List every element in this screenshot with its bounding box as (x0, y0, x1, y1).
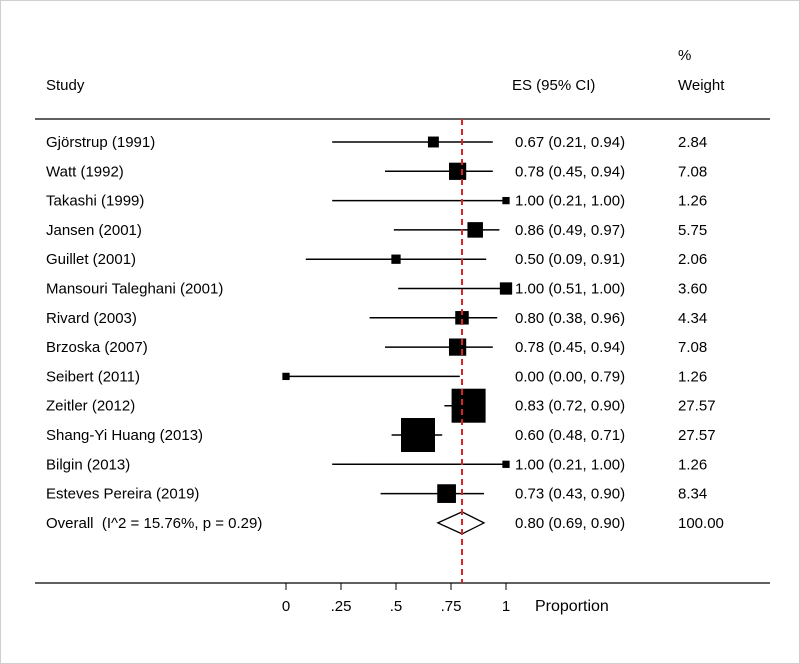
effect-size-marker (427, 136, 439, 148)
study-row: Zeitler (2012) 0.83 (0.72, 0.90) 27.57 (46, 388, 716, 423)
es-ci-value: 0.80 (0.38, 0.96) (515, 310, 625, 327)
es-ci-value: 0.50 (0.09, 0.91) (515, 251, 625, 268)
effect-size-marker (282, 372, 290, 381)
effect-size-marker (455, 311, 469, 325)
weight-value: 2.06 (678, 251, 707, 268)
x-axis: 0 .25 .5 .75 1 (282, 583, 510, 615)
weight-value: 27.57 (678, 398, 716, 415)
weight-value: 3.60 (678, 281, 707, 298)
weight-value: 4.34 (678, 310, 707, 327)
weight-value: 8.34 (678, 486, 707, 503)
study-row: Takashi (1999) 1.00 (0.21, 1.00) 1.26 (46, 193, 707, 210)
effect-size-marker (448, 338, 467, 356)
x-tick-label: 0 (282, 598, 290, 615)
es-ci-value: 0.83 (0.72, 0.90) (515, 398, 625, 415)
study-label: Guillet (2001) (46, 251, 136, 268)
weight-value: 1.26 (678, 456, 707, 473)
es-ci-value: 1.00 (0.21, 1.00) (515, 456, 625, 473)
effect-size-marker (451, 388, 486, 423)
study-row: Gjörstrup (1991) 0.67 (0.21, 0.94) 2.84 (46, 134, 707, 151)
weight-value: 1.26 (678, 368, 707, 385)
effect-size-marker (448, 162, 467, 180)
study-row: Mansouri Taleghani (2001) 1.00 (0.51, 1.0… (46, 281, 707, 298)
es-ci-value: 0.60 (0.48, 0.71) (515, 427, 625, 444)
x-tick-label: 1 (502, 598, 510, 615)
study-label: Gjörstrup (1991) (46, 134, 155, 151)
study-row: Jansen (2001) 0.86 (0.49, 0.97) 5.75 (46, 222, 707, 239)
effect-size-marker (499, 282, 513, 295)
study-row: Guillet (2001) 0.50 (0.09, 0.91) 2.06 (46, 251, 707, 268)
header-weight-line1: % (678, 47, 691, 64)
weight-value: 1.26 (678, 193, 707, 210)
study-row: Rivard (2003) 0.80 (0.38, 0.96) 4.34 (46, 310, 707, 327)
es-ci-value: 0.73 (0.43, 0.90) (515, 486, 625, 503)
study-label: Shang-Yi Huang (2013) (46, 427, 203, 444)
study-label: Watt (1992) (46, 163, 124, 180)
weight-value: 2.84 (678, 134, 707, 151)
header-es: ES (95% CI) (512, 77, 595, 94)
study-label: Zeitler (2012) (46, 398, 135, 415)
weight-value: 7.08 (678, 163, 707, 180)
study-row: Brzoska (2007) 0.78 (0.45, 0.94) 7.08 (46, 338, 707, 356)
es-ci-value: 0.78 (0.45, 0.94) (515, 339, 625, 356)
study-label: Esteves Pereira (2019) (46, 486, 199, 503)
study-label: Takashi (1999) (46, 193, 144, 210)
x-axis-label: Proportion (535, 598, 609, 615)
weight-value: 5.75 (678, 222, 707, 239)
overall-label: Overall (I^2 = 15.76%, p = 0.29) (46, 515, 262, 532)
effect-size-marker (467, 222, 483, 238)
x-tick-label: .25 (331, 598, 352, 615)
weight-value: 27.57 (678, 427, 716, 444)
overall-es-ci-value: 0.80 (0.69, 0.90) (515, 515, 625, 532)
study-label: Jansen (2001) (46, 222, 142, 239)
study-label: Brzoska (2007) (46, 339, 148, 356)
effect-size-marker (401, 418, 435, 452)
study-row: Watt (1992) 0.78 (0.45, 0.94) 7.08 (46, 162, 707, 180)
effect-size-marker (437, 484, 456, 503)
study-label: Seibert (2011) (46, 368, 140, 385)
es-ci-value: 0.78 (0.45, 0.94) (515, 163, 625, 180)
overall-diamond (436, 511, 486, 535)
overall-row: Overall (I^2 = 15.76%, p = 0.29) 0.80 (0.… (46, 511, 724, 535)
study-label: Rivard (2003) (46, 310, 137, 327)
es-ci-value: 1.00 (0.51, 1.00) (515, 281, 625, 298)
study-row: Shang-Yi Huang (2013) 0.60 (0.48, 0.71) 27… (46, 418, 716, 452)
es-ci-value: 0.86 (0.49, 0.97) (515, 222, 625, 239)
study-row: Esteves Pereira (2019) 0.73 (0.43, 0.90) 8… (46, 484, 707, 503)
effect-size-marker (391, 254, 401, 264)
study-label: Mansouri Taleghani (2001) (46, 281, 223, 298)
overall-weight-value: 100.00 (678, 515, 724, 532)
x-tick-label: .5 (390, 598, 403, 615)
weight-value: 7.08 (678, 339, 707, 356)
effect-size-marker (502, 196, 510, 205)
effect-size-marker (502, 460, 510, 468)
study-label: Bilgin (2013) (46, 456, 130, 473)
es-ci-value: 0.67 (0.21, 0.94) (515, 134, 625, 151)
study-row: Bilgin (2013) 1.00 (0.21, 1.00) 1.26 (46, 456, 707, 473)
study-rows: Gjörstrup (1991) 0.67 (0.21, 0.94) 2.84 Wat… (46, 134, 716, 503)
header-study: Study (46, 77, 85, 94)
x-tick-label: .75 (441, 598, 462, 615)
es-ci-value: 1.00 (0.21, 1.00) (515, 193, 625, 210)
es-ci-value: 0.00 (0.00, 0.79) (515, 368, 625, 385)
study-row: Seibert (2011) 0.00 (0.00, 0.79) 1.26 (46, 368, 707, 385)
header-weight-line2: Weight (678, 77, 725, 94)
